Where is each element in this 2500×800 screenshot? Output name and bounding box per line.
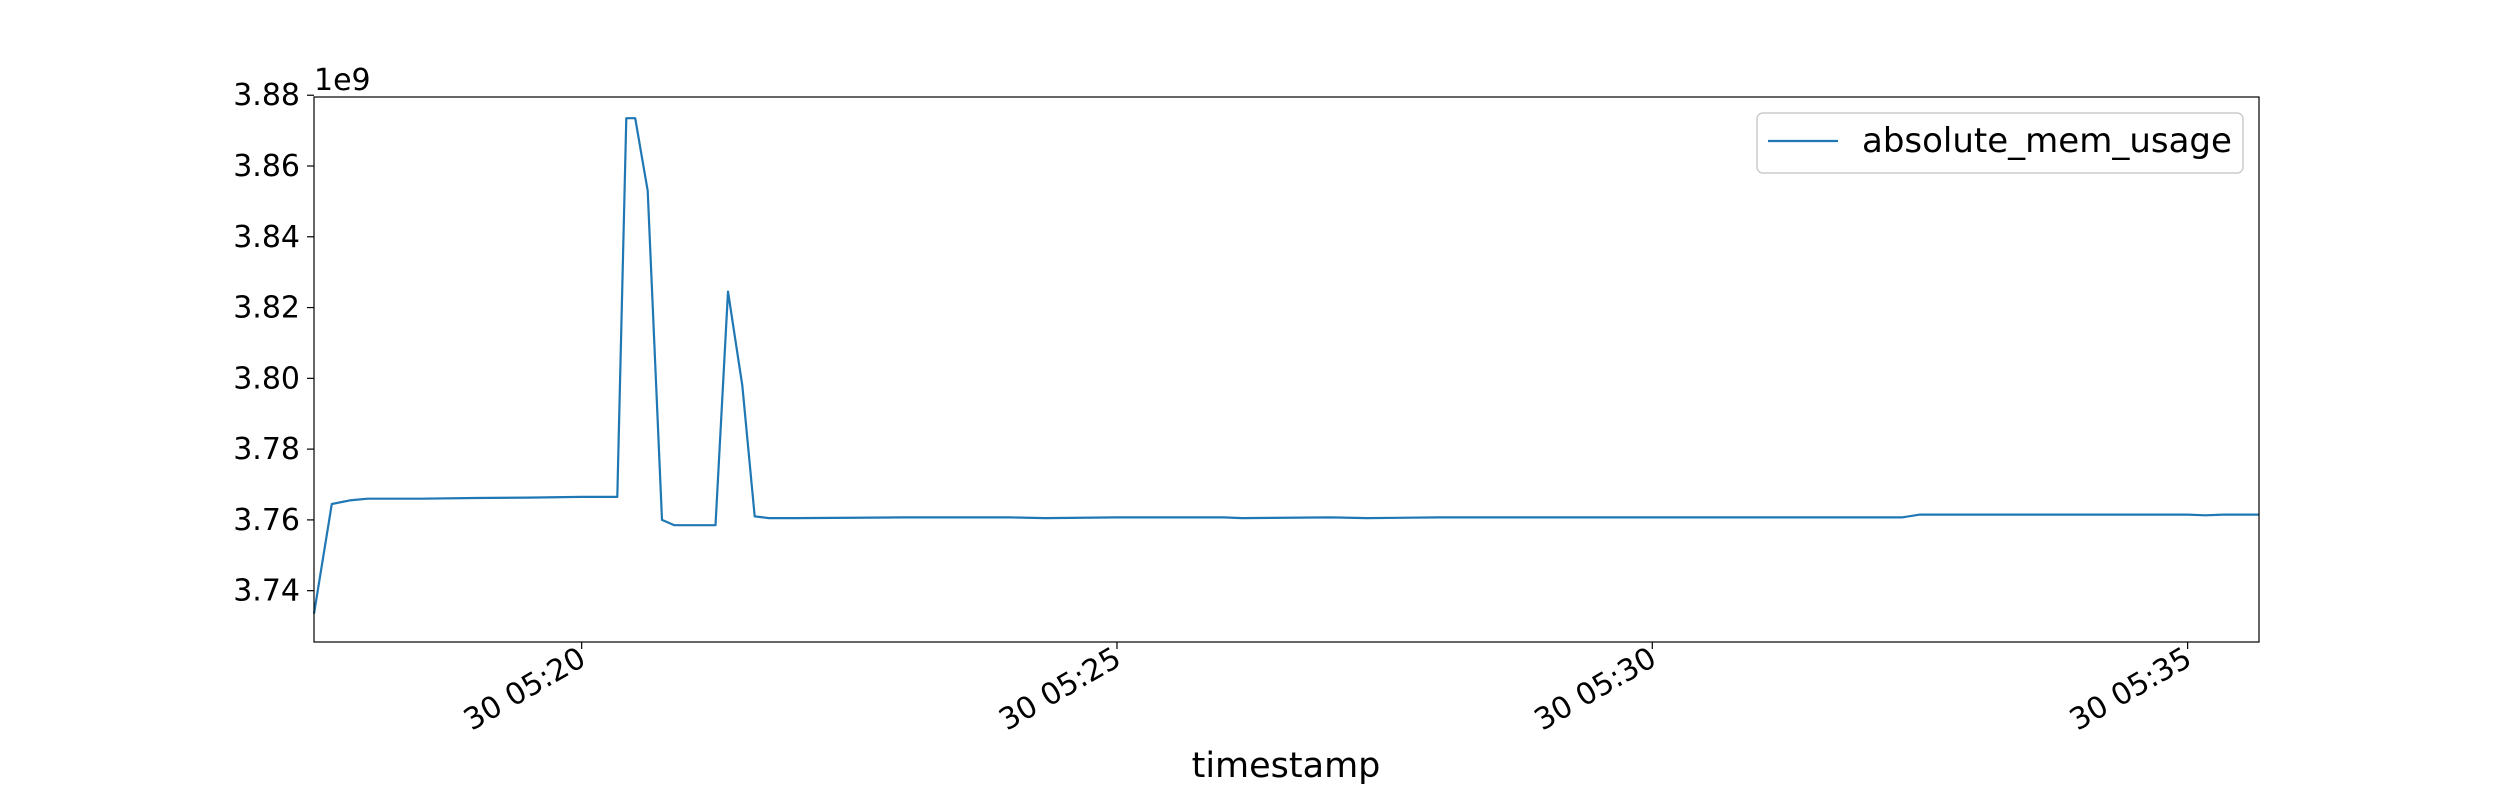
- x-axis-ticks: 30 05:20 30 05:25 30 05:30 30 05:35: [458, 641, 2198, 738]
- series-line-absolute-mem-usage: [312, 117, 2259, 614]
- legend: absolute_mem_usage: [1756, 112, 2244, 174]
- y-tick-label: 3.80: [233, 361, 300, 396]
- y-tick-label: 3.88: [233, 78, 300, 113]
- y-axis-ticks: 3.74 3.76 3.78 3.80 3.82 3.84 3.86 3.88: [233, 78, 314, 609]
- x-tick-label: 30 05:25: [993, 641, 1127, 738]
- legend-box: [1756, 112, 2244, 174]
- x-tick-label: 30 05:20: [458, 641, 592, 738]
- y-tick-label: 3.74: [233, 574, 300, 609]
- y-offset-label: 1e9: [314, 63, 371, 98]
- y-tick-label: 3.76: [233, 503, 300, 538]
- y-tick-label: 3.78: [233, 432, 300, 467]
- x-axis-label: timestamp: [1192, 746, 1381, 786]
- y-tick-label: 3.82: [233, 291, 300, 326]
- legend-entry-absolute-mem-usage: absolute_mem_usage: [1862, 121, 2232, 161]
- y-tick-label: 3.84: [233, 220, 300, 255]
- x-tick-label: 30 05:30: [1529, 641, 1663, 738]
- plot-frame: [313, 96, 2260, 643]
- plot-area: [314, 97, 2259, 642]
- y-tick-label: 3.86: [233, 149, 300, 184]
- x-tick-label: 30 05:35: [2064, 641, 2198, 738]
